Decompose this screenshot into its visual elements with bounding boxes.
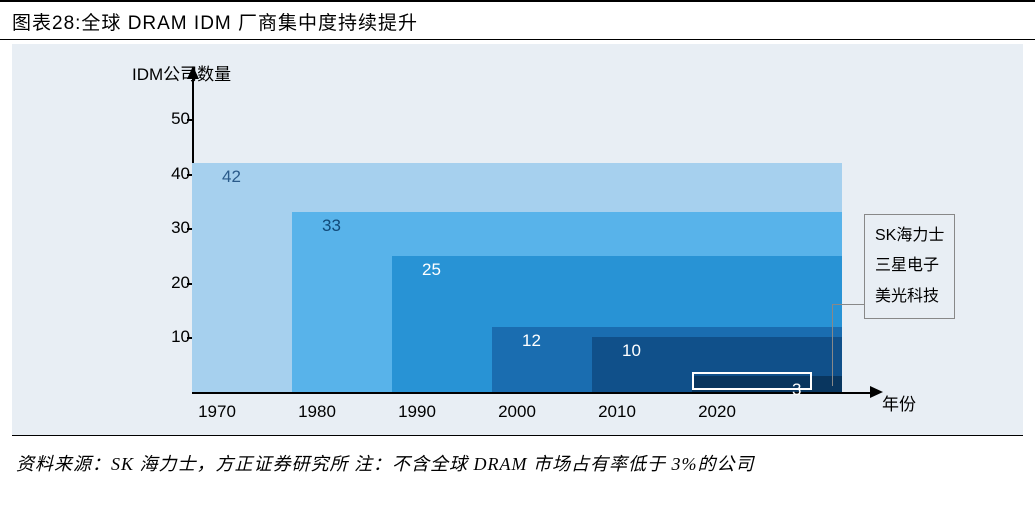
y-axis-title: IDM公司数量 <box>132 60 231 85</box>
x-axis-arrow <box>870 386 883 398</box>
bar-value-label: 42 <box>222 167 241 187</box>
bar-value-label: 25 <box>422 260 441 280</box>
y-tick-label: 20 <box>150 273 190 293</box>
x-axis-line <box>192 392 872 394</box>
bar-value-label: 33 <box>322 216 341 236</box>
figure-title: 图表28:全球 DRAM IDM 厂商集中度持续提升 <box>0 0 1035 40</box>
y-tick-label: 50 <box>150 109 190 129</box>
callout-connector-h <box>832 304 866 305</box>
x-tick-label: 2000 <box>487 402 547 422</box>
highlight-box <box>692 372 812 390</box>
bar-value-label: 12 <box>522 331 541 351</box>
source-note: 资料来源：SK 海力士，方正证券研究所 注：不含全球 DRAM 市场占有率低于 … <box>0 436 1035 482</box>
x-tick-label: 1970 <box>187 402 247 422</box>
callout-box: SK海力士 三星电子 美光科技 <box>864 214 955 319</box>
x-tick-label: 2010 <box>587 402 647 422</box>
x-tick-label: 1980 <box>287 402 347 422</box>
chart-panel: IDM公司数量 年份 10 20 30 40 50 1970 1980 1990 2000 20… <box>12 44 1023 436</box>
y-axis-arrow <box>187 66 199 79</box>
y-tick-label: 10 <box>150 327 190 347</box>
plot-area: 42332512103 <box>192 92 842 392</box>
callout-line-1: SK海力士 <box>875 221 944 251</box>
callout-line-3: 美光科技 <box>875 282 944 312</box>
x-tick-label: 1990 <box>387 402 447 422</box>
x-axis-title: 年份 <box>882 390 916 415</box>
bar-value-label: 10 <box>622 341 641 361</box>
y-tick-label: 30 <box>150 218 190 238</box>
y-tick-label: 40 <box>150 164 190 184</box>
x-tick-label: 2020 <box>687 402 747 422</box>
callout-connector-v <box>832 304 833 386</box>
callout-line-2: 三星电子 <box>875 251 944 281</box>
